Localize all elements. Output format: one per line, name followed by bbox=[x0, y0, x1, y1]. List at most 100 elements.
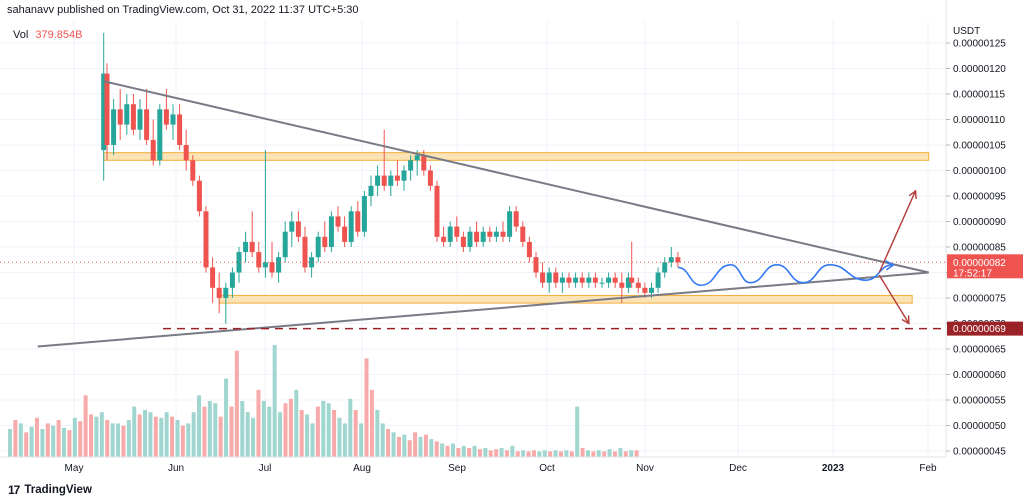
volume-bar bbox=[94, 416, 99, 457]
volume-bar bbox=[29, 426, 34, 457]
price-tick-label: 0.00000050 bbox=[953, 421, 1006, 432]
volume-bar bbox=[283, 403, 288, 457]
volume-bar bbox=[359, 423, 364, 457]
candle-body bbox=[170, 114, 176, 125]
candle-body bbox=[675, 257, 681, 263]
time-axis[interactable]: May Jun Jul Aug Sep Oct Nov Dec 2023 Feb bbox=[0, 456, 946, 474]
time-tick-label: Dec bbox=[729, 463, 747, 474]
candle-body bbox=[355, 211, 361, 232]
volume-bar bbox=[99, 412, 104, 457]
volume-bar bbox=[623, 451, 628, 457]
volume-bar bbox=[375, 409, 380, 457]
volume-bar bbox=[510, 445, 515, 457]
volume-bar bbox=[461, 445, 466, 457]
volume-bar bbox=[396, 436, 401, 457]
volume-bar bbox=[596, 450, 601, 457]
support-price-badge bbox=[947, 321, 1023, 336]
volume-bar bbox=[256, 389, 261, 457]
candle-body bbox=[196, 180, 202, 212]
candle-body bbox=[421, 155, 427, 171]
volume-bar bbox=[472, 445, 477, 457]
price-axis[interactable]: USDT 0.00000125 0.00000120 0.00000115 0.0000… bbox=[945, 0, 1006, 458]
candle-body bbox=[642, 287, 648, 293]
candle-body bbox=[249, 241, 255, 253]
volume-bar bbox=[321, 401, 326, 457]
volume-bar bbox=[18, 423, 23, 457]
volume-bar bbox=[591, 451, 596, 457]
candle-body bbox=[111, 109, 117, 145]
price-tick-label: 0.00000045 bbox=[953, 447, 1006, 458]
candle-body bbox=[104, 73, 110, 145]
volume-bar bbox=[537, 451, 542, 457]
volume-bar bbox=[353, 409, 358, 457]
candle-body bbox=[668, 257, 674, 263]
volume-bar bbox=[62, 427, 67, 457]
volume-bar bbox=[407, 440, 412, 457]
candle-body bbox=[163, 109, 169, 125]
price-tick-label: 0.00000110 bbox=[953, 115, 1006, 126]
volume-bar bbox=[234, 350, 239, 457]
volume-bar bbox=[521, 450, 526, 457]
volume-bar bbox=[218, 416, 223, 457]
support-price-label: 0.00000069 bbox=[953, 324, 1006, 335]
volume-bar bbox=[386, 429, 391, 457]
candle-body bbox=[401, 170, 407, 181]
time-tick-label: Feb bbox=[919, 463, 937, 474]
volume-bar bbox=[402, 434, 407, 457]
volume-bar bbox=[456, 448, 461, 457]
volume-bar bbox=[569, 451, 574, 457]
price-tick-label: 0.00000090 bbox=[953, 217, 1006, 228]
volume-bar bbox=[143, 409, 148, 457]
volume-bar bbox=[67, 430, 72, 457]
candle-body bbox=[553, 272, 559, 283]
candle-body bbox=[381, 175, 387, 186]
candle-body bbox=[216, 287, 222, 298]
volume-bar bbox=[629, 450, 634, 457]
candle-body bbox=[203, 211, 209, 268]
candle-body bbox=[229, 272, 235, 288]
candle-body bbox=[130, 104, 136, 130]
volume-bar bbox=[391, 432, 396, 457]
volume-bar bbox=[326, 403, 331, 457]
candle-body bbox=[500, 231, 506, 237]
volume-bar bbox=[477, 449, 482, 457]
volume-bar bbox=[575, 406, 580, 457]
volume-bar bbox=[180, 425, 185, 457]
volume-bar bbox=[170, 416, 175, 457]
candle-body bbox=[101, 73, 107, 151]
volume-bar bbox=[137, 414, 142, 457]
volume-bar bbox=[164, 412, 169, 457]
candle-body bbox=[335, 216, 341, 227]
price-tick-label: 0.00000100 bbox=[953, 166, 1006, 177]
volume-bar bbox=[197, 395, 202, 457]
candle-body bbox=[269, 262, 275, 273]
arrowhead bbox=[908, 189, 917, 199]
candle-body bbox=[599, 282, 605, 284]
volume-bar bbox=[526, 451, 531, 457]
candle-body bbox=[375, 175, 381, 186]
volume-bar bbox=[78, 421, 83, 457]
volume-bar bbox=[299, 409, 304, 457]
volume-bar bbox=[51, 425, 56, 457]
candle-body bbox=[467, 231, 473, 247]
volume-bar bbox=[224, 378, 229, 457]
candle-body bbox=[408, 160, 414, 171]
volume-bar bbox=[467, 448, 472, 457]
volume-bar bbox=[348, 398, 353, 457]
candle-body bbox=[655, 272, 661, 288]
volume-bar bbox=[580, 448, 585, 457]
candle-body bbox=[117, 109, 123, 125]
price-tick-label: 0.00000075 bbox=[953, 294, 1006, 305]
candle-body bbox=[243, 241, 249, 253]
drawn-trendlines bbox=[0, 80, 946, 348]
candle-body bbox=[144, 109, 150, 140]
projection-arrowhead bbox=[885, 260, 895, 271]
volume-bar bbox=[116, 423, 121, 457]
volume-bar bbox=[618, 448, 623, 457]
candle-body bbox=[361, 196, 367, 232]
candle-body bbox=[612, 277, 618, 283]
candle-body bbox=[441, 236, 447, 242]
tradingview-footer[interactable]: 17 TradingView bbox=[8, 483, 92, 497]
